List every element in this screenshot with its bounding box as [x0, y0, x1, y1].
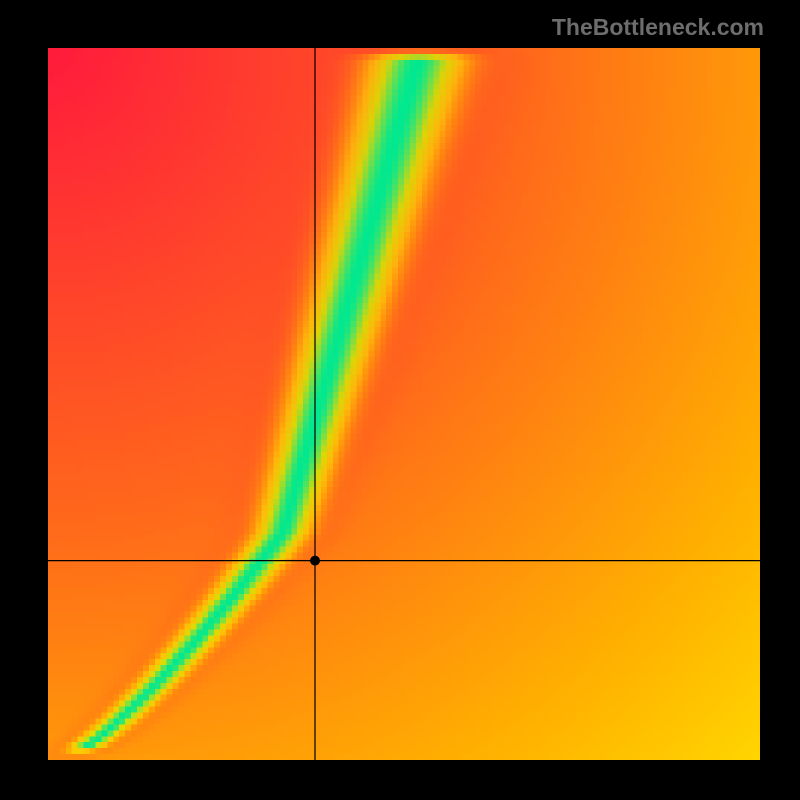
- watermark-text: TheBottleneck.com: [552, 14, 764, 41]
- chart-container: TheBottleneck.com: [0, 0, 800, 800]
- bottleneck-heatmap: [48, 48, 760, 760]
